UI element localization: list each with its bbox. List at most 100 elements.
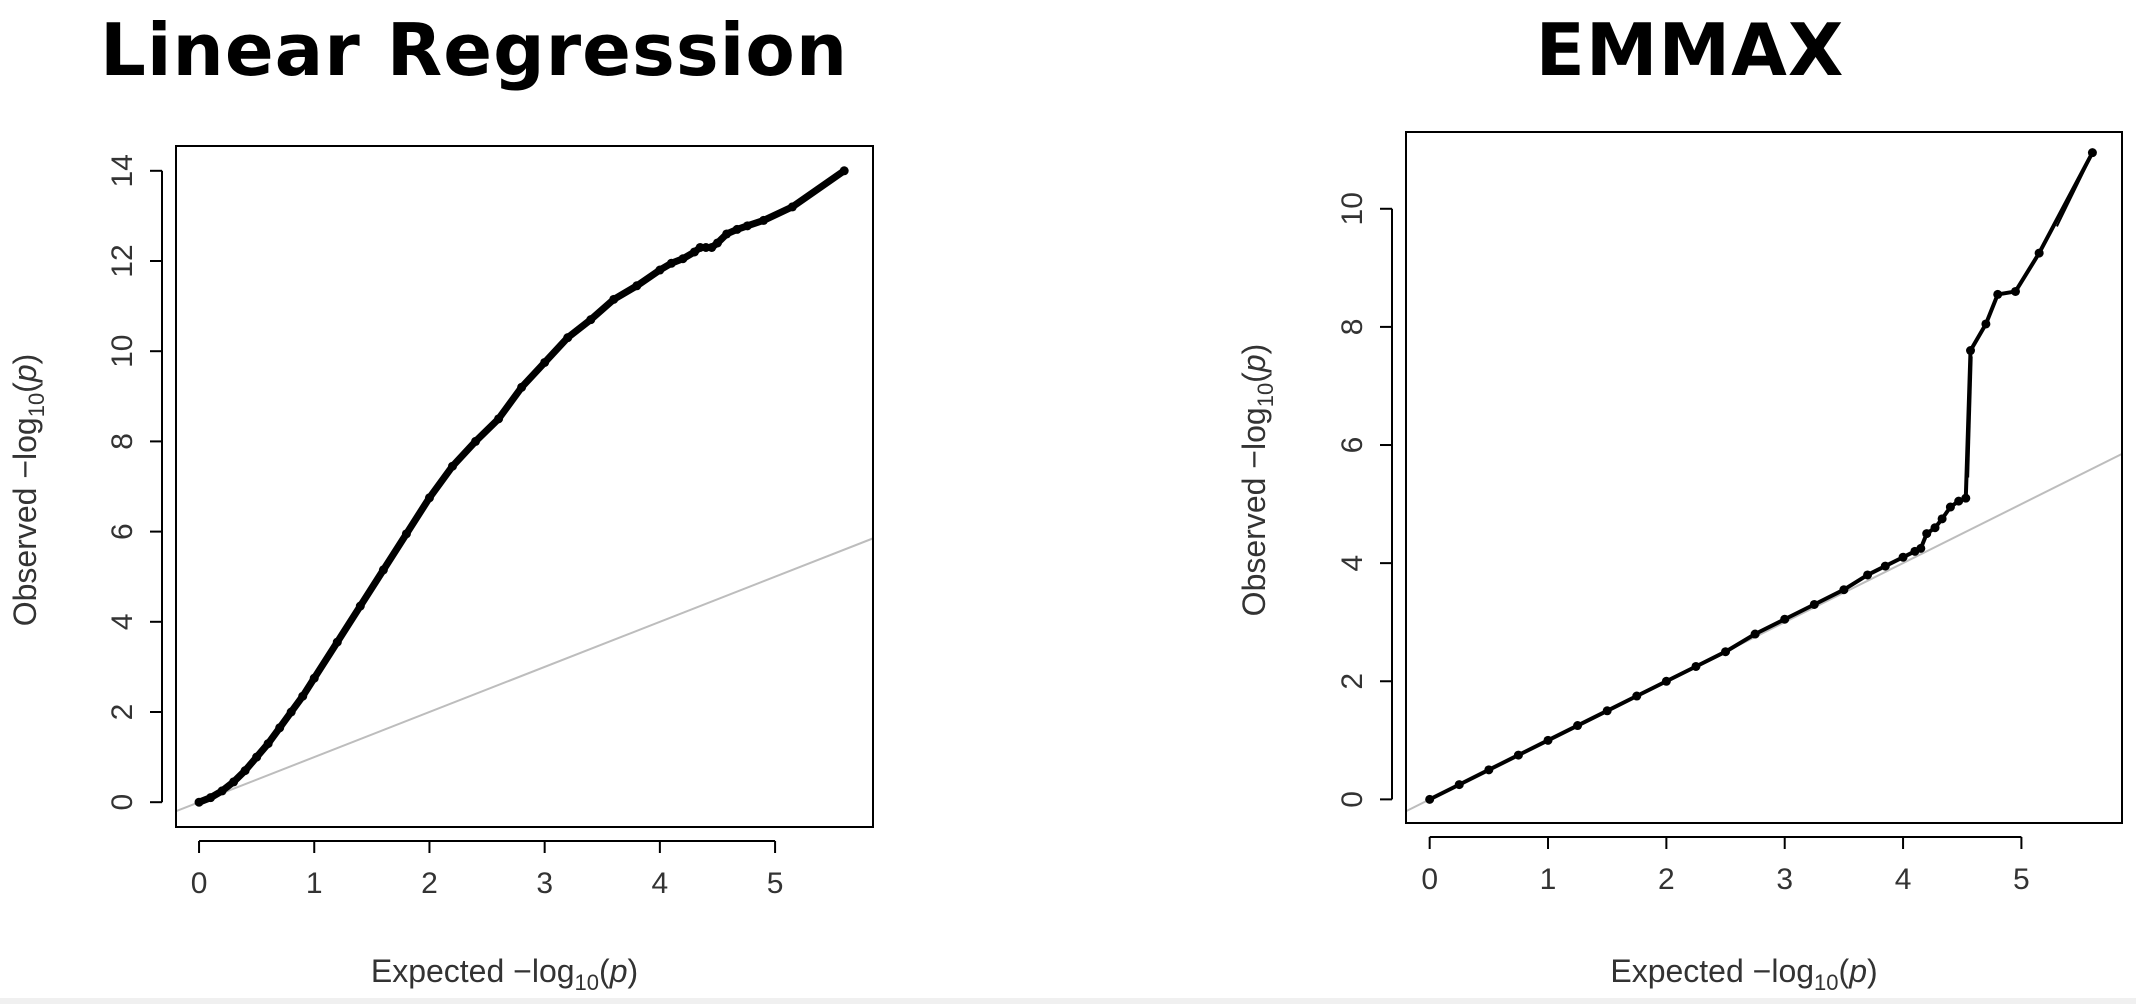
data-point [1930, 523, 1940, 533]
y-tick-label: 0 [1336, 791, 1369, 808]
data-point [378, 565, 388, 575]
data-point [732, 224, 742, 234]
data-point [632, 281, 642, 291]
data-point [1981, 319, 1991, 329]
x-axis-label: Expected −log10(p) [1610, 953, 1877, 995]
data-point [2034, 248, 2044, 258]
y-tick-label: 6 [106, 523, 139, 540]
observed-points-trace [1427, 150, 2095, 802]
x-tick-label: 0 [1421, 863, 1438, 896]
chart-title-linear-regression: Linear Regression [100, 8, 849, 92]
data-point [563, 333, 573, 343]
data-point [286, 707, 296, 717]
data-point [217, 786, 227, 796]
data-point [2010, 286, 2020, 296]
data-point [252, 752, 262, 762]
y-tick-label: 12 [106, 244, 139, 277]
y-tick-label: 4 [106, 613, 139, 630]
data-point [712, 238, 722, 248]
data-point [722, 229, 732, 239]
x-tick-label: 5 [2013, 863, 2030, 896]
data-point [1863, 570, 1873, 580]
bottom-border [0, 998, 2136, 1004]
data-point [194, 797, 204, 807]
x-tick-label: 5 [767, 867, 784, 900]
data-point [309, 673, 319, 683]
data-point [332, 637, 342, 647]
data-point [1425, 794, 1435, 804]
x-tick-label: 2 [421, 867, 438, 900]
data-point [424, 493, 434, 503]
data-point [1750, 629, 1760, 639]
data-point [787, 202, 797, 212]
connector-segment [2056, 158, 2091, 227]
data-point [1993, 289, 2003, 299]
data-point [275, 723, 285, 733]
data-point [839, 166, 849, 176]
data-point [540, 357, 550, 367]
y-tick-label: 2 [1336, 673, 1369, 690]
data-point [1780, 614, 1790, 624]
data-point [240, 766, 250, 776]
data-point [742, 221, 752, 231]
y-tick-label: 4 [1336, 555, 1369, 572]
data-point [1880, 561, 1890, 571]
data-point [2087, 148, 2097, 158]
data-point [263, 739, 273, 749]
y-tick-label: 8 [106, 433, 139, 450]
chart-title-emmax: EMMAX [1535, 8, 1845, 92]
data-point [1661, 676, 1671, 686]
y-tick-label: 2 [106, 704, 139, 721]
data-point [666, 258, 676, 268]
data-point [1513, 750, 1523, 760]
plot-frame [1405, 131, 2123, 824]
y-tick-label: 8 [1336, 319, 1369, 336]
data-point [678, 254, 688, 264]
data-point [1966, 346, 1976, 356]
data-point [1691, 661, 1701, 671]
data-point [1632, 691, 1642, 701]
data-point [1961, 493, 1971, 503]
x-tick-label: 4 [1895, 863, 1912, 896]
data-point [355, 601, 365, 611]
connector-segment [1967, 356, 1973, 478]
data-point [1721, 647, 1731, 657]
data-point [1543, 735, 1553, 745]
data-point [759, 215, 769, 225]
x-tick-label: 3 [1776, 863, 1793, 896]
x-tick-label: 4 [652, 867, 669, 900]
data-point [1484, 765, 1494, 775]
reference-line [176, 537, 873, 813]
y-axis-label: Observed −log10(p) [7, 354, 49, 627]
data-point [1954, 496, 1964, 506]
data-point [471, 436, 481, 446]
y-tick-label: 0 [106, 794, 139, 811]
data-point [1922, 529, 1932, 539]
data-point [1602, 706, 1612, 716]
data-point [655, 265, 665, 275]
x-axis-label: Expected −log10(p) [371, 953, 638, 995]
y-tick-label: 10 [1336, 192, 1369, 225]
x-tick-label: 1 [1540, 863, 1557, 896]
plot-frame [175, 145, 874, 828]
data-point [1898, 552, 1908, 562]
data-point [1945, 502, 1955, 512]
x-tick-label: 2 [1658, 863, 1675, 896]
data-point [1809, 599, 1819, 609]
data-point [206, 793, 216, 803]
data-point [447, 461, 457, 471]
y-tick-label: 6 [1336, 437, 1369, 454]
data-point [609, 294, 619, 304]
data-point [401, 529, 411, 539]
data-point [1573, 721, 1583, 731]
x-tick-label: 3 [536, 867, 553, 900]
data-point [1937, 514, 1947, 524]
x-tick-label: 1 [306, 867, 323, 900]
data-point [1454, 780, 1464, 790]
data-point [494, 414, 504, 424]
x-tick-label: 0 [191, 867, 208, 900]
y-tick-label: 14 [106, 154, 139, 187]
y-tick-label: 10 [106, 335, 139, 368]
